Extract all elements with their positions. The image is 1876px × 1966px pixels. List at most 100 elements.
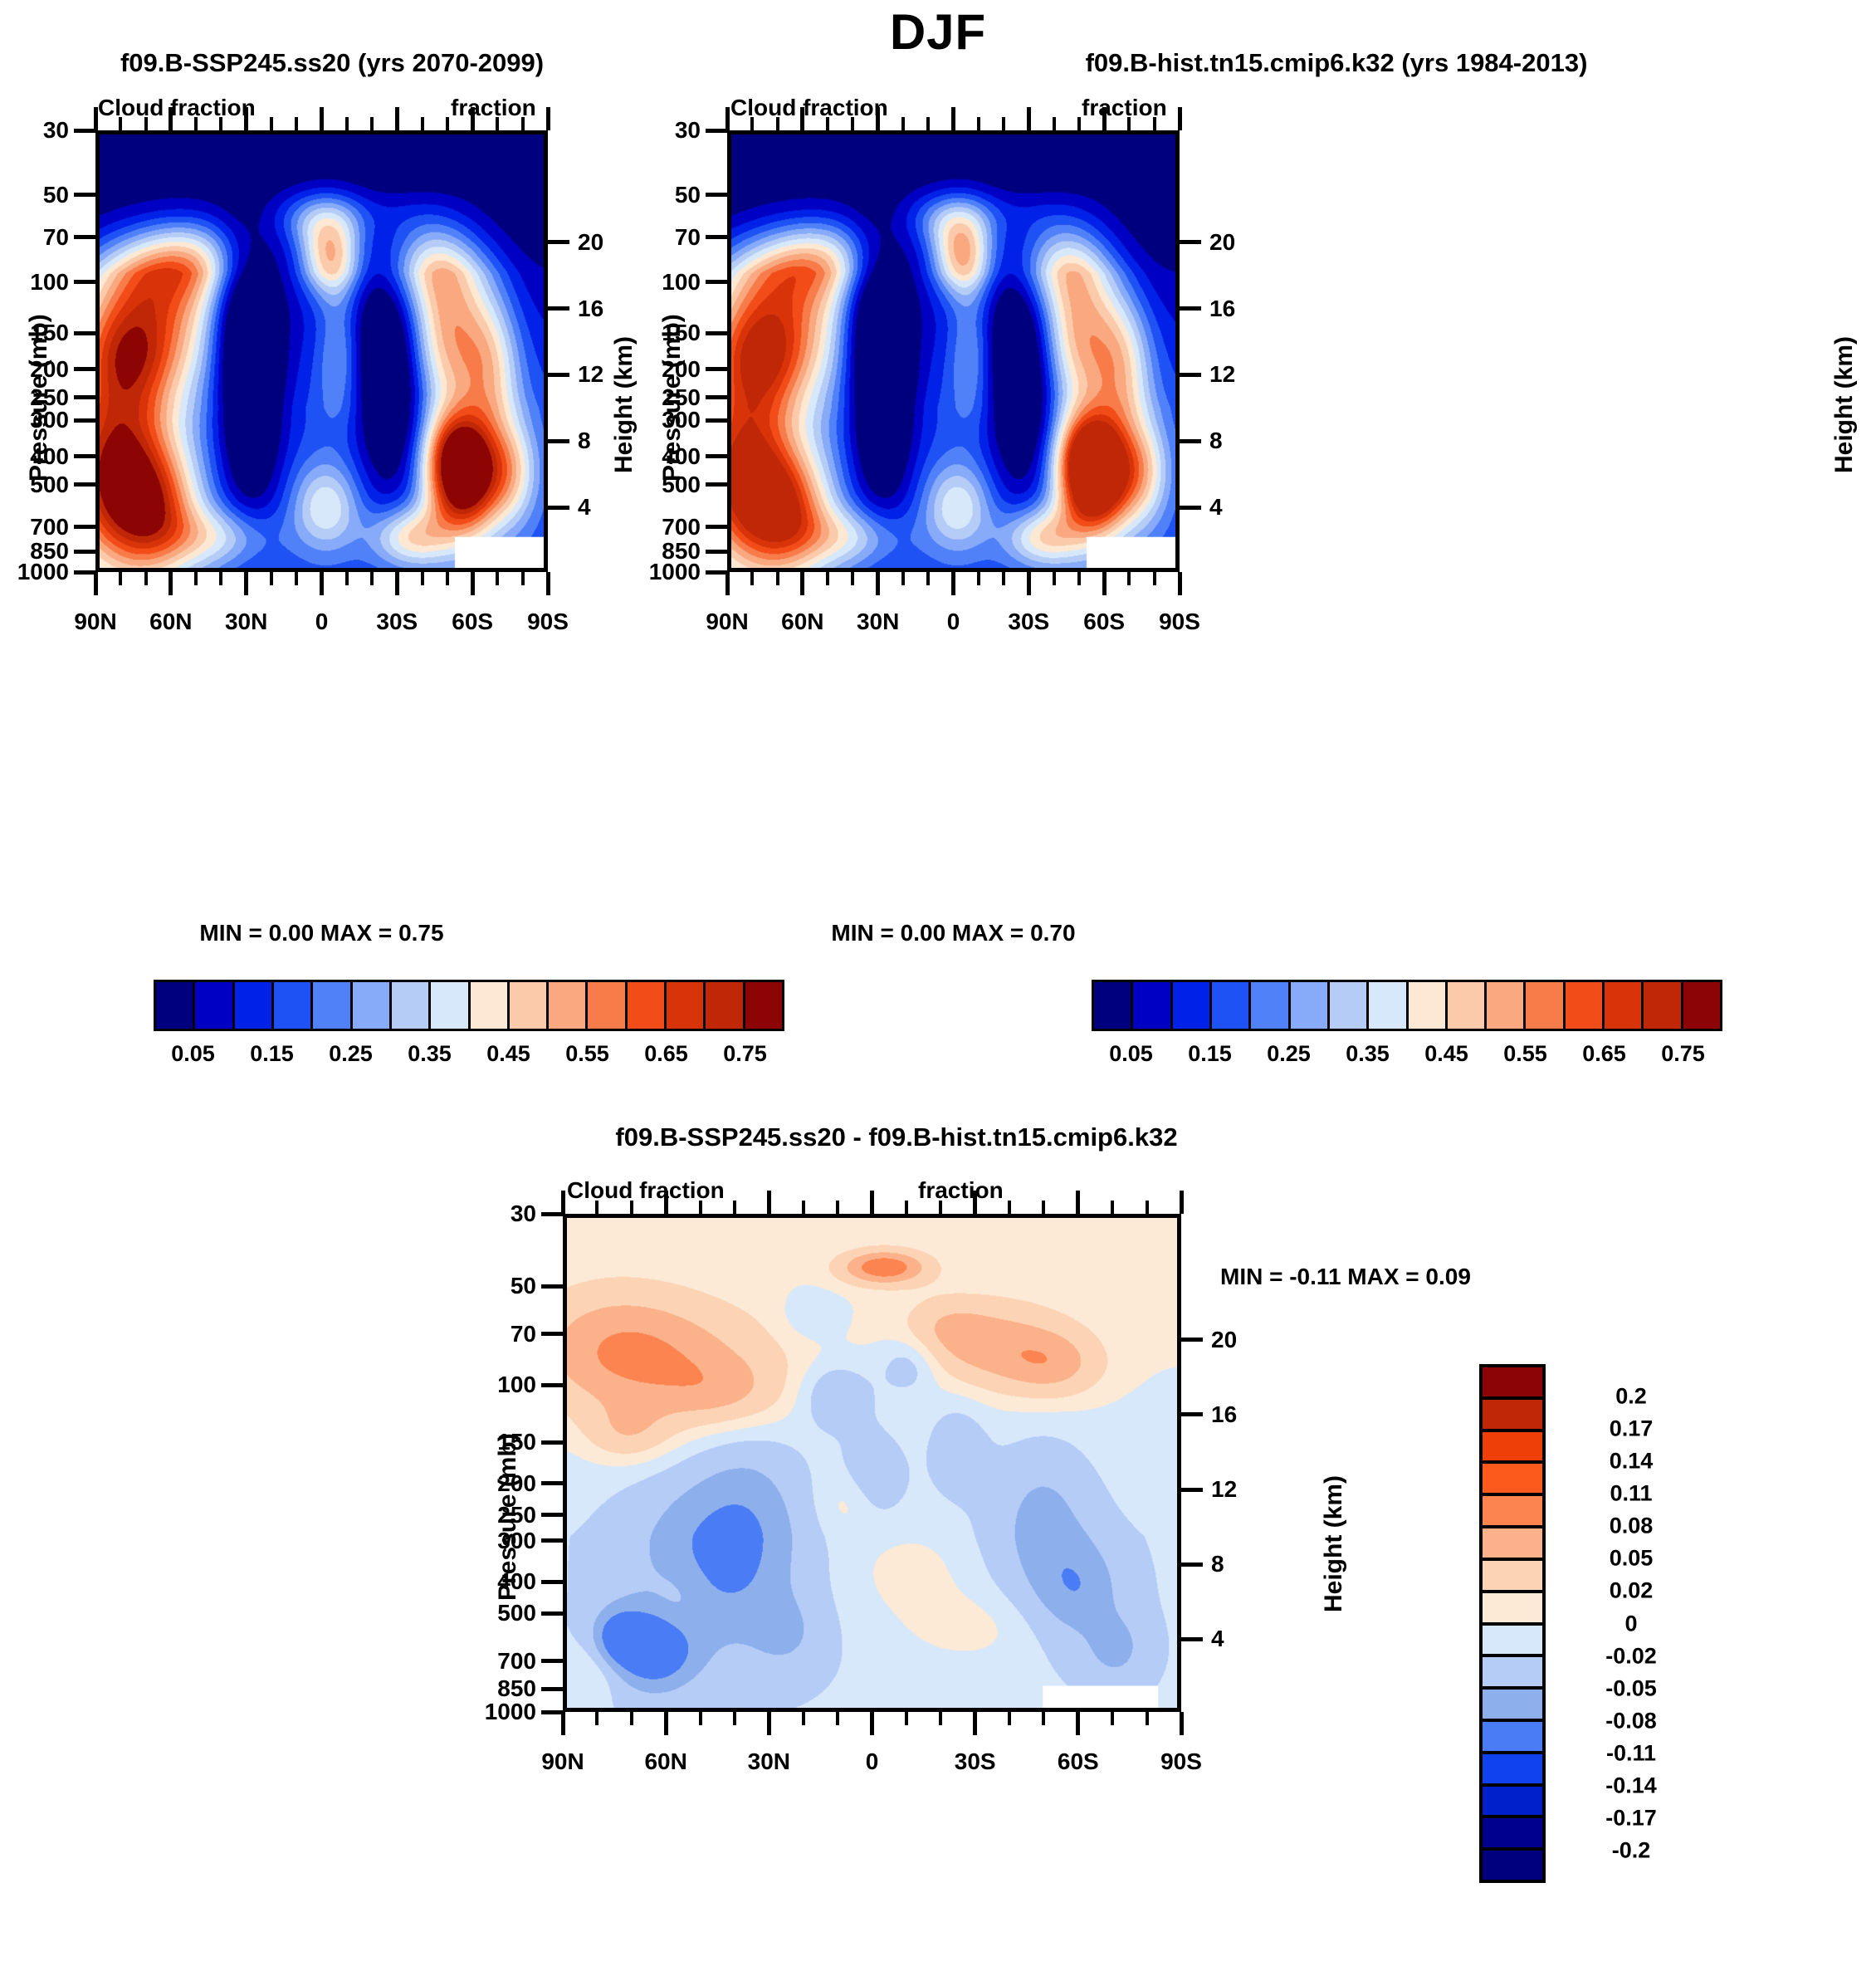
colorbar-swatch[interactable] [667, 982, 706, 1029]
colorbar-swatch[interactable] [313, 982, 353, 1029]
colorbar-swatch[interactable] [1483, 1399, 1542, 1432]
colorbar-tick-label: -0.14 [1605, 1773, 1657, 1798]
latitude-minor-tick-top [904, 1201, 908, 1214]
colorbar-swatch[interactable] [745, 982, 782, 1029]
latitude-minor-tick [976, 572, 980, 585]
colorbar-swatch[interactable] [1369, 982, 1409, 1029]
panel-top-right-plot-area[interactable] [727, 130, 1180, 572]
latitude-minor-tick [370, 572, 374, 585]
pressure-tick [706, 395, 727, 400]
colorbar-swatch[interactable] [1211, 982, 1252, 1029]
colorbar-swatch[interactable] [1683, 982, 1720, 1029]
latitude-minor-tick-top [119, 117, 123, 130]
latitude-minor-tick [926, 572, 931, 585]
latitude-minor-tick [901, 572, 905, 585]
colorbar-swatch[interactable] [470, 982, 510, 1029]
colorbar-swatch[interactable] [431, 982, 471, 1029]
panel-top-left-minmax: MIN = 0.00 MAX = 0.75 [199, 920, 444, 946]
latitude-minor-tick [836, 1712, 840, 1725]
panel-top-left-contour-field [100, 134, 544, 568]
colorbar-swatch[interactable] [627, 982, 667, 1029]
colorbar-swatch[interactable] [195, 982, 235, 1029]
panel-top-right-colorbar[interactable] [1092, 980, 1722, 1031]
latitude-tick-label: 60S [1057, 1748, 1099, 1774]
pressure-tick-label: 150 [662, 320, 701, 346]
colorbar-swatch[interactable] [1526, 982, 1566, 1029]
pressure-tick-label: 400 [497, 1568, 536, 1595]
colorbar-swatch[interactable] [1483, 1528, 1542, 1561]
colorbar-swatch[interactable] [1133, 982, 1173, 1029]
latitude-minor-tick [1145, 1712, 1149, 1725]
colorbar-swatch[interactable] [1483, 1753, 1542, 1787]
colorbar-swatch[interactable] [1487, 982, 1527, 1029]
colorbar-swatch[interactable] [391, 982, 432, 1029]
colorbar-swatch[interactable] [1483, 1818, 1542, 1851]
colorbar-swatch[interactable] [588, 982, 628, 1029]
colorbar-swatch[interactable] [1483, 1657, 1542, 1690]
panel-top-left-colorbar[interactable] [154, 980, 784, 1031]
pressure-tick-label: 50 [42, 181, 69, 208]
colorbar-swatch[interactable] [1605, 982, 1644, 1029]
colorbar-swatch[interactable] [234, 982, 274, 1029]
colorbar-swatch[interactable] [1483, 1851, 1542, 1880]
colorbar-tick-label: 0.75 [1661, 1041, 1705, 1066]
colorbar-swatch[interactable] [1483, 1431, 1542, 1465]
colorbar-swatch[interactable] [1172, 982, 1212, 1029]
pressure-tick [74, 570, 95, 575]
pressure-tick [74, 525, 95, 530]
latitude-tick [800, 572, 805, 595]
colorbar-swatch[interactable] [1290, 982, 1330, 1029]
latitude-tick [663, 1712, 668, 1735]
colorbar-tick-label: 0.05 [171, 1041, 215, 1066]
pressure-tick [706, 128, 727, 133]
colorbar-swatch[interactable] [1483, 1464, 1542, 1497]
colorbar-swatch[interactable] [1644, 982, 1683, 1029]
colorbar-swatch[interactable] [1408, 982, 1448, 1029]
colorbar-swatch[interactable] [273, 982, 314, 1029]
latitude-minor-tick-top [496, 117, 500, 130]
panel-bottom-diff-colorbar[interactable] [1479, 1364, 1546, 1883]
pressure-tick-label: 30 [42, 117, 69, 143]
latitude-minor-tick-top [1008, 1201, 1012, 1214]
colorbar-swatch[interactable] [1483, 1560, 1542, 1593]
colorbar-swatch[interactable] [1483, 1786, 1542, 1819]
height-tick-label: 20 [1211, 1326, 1238, 1352]
colorbar-swatch[interactable] [156, 982, 196, 1029]
colorbar-swatch[interactable] [549, 982, 589, 1029]
colorbar-swatch[interactable] [1329, 982, 1370, 1029]
colorbar-swatch[interactable] [1565, 982, 1605, 1029]
pressure-tick [706, 193, 727, 197]
colorbar-swatch[interactable] [509, 982, 550, 1029]
colorbar-swatch[interactable] [1483, 1496, 1542, 1529]
colorbar-tick-label: -0.17 [1605, 1805, 1657, 1831]
panel-top-left-plot-area[interactable] [95, 130, 548, 572]
pressure-tick-label: 700 [662, 513, 701, 540]
colorbar-swatch[interactable] [1483, 1592, 1542, 1626]
latitude-tick-top [470, 107, 475, 130]
pressure-tick [541, 1686, 563, 1691]
pressure-tick-label: 100 [497, 1372, 536, 1397]
colorbar-swatch[interactable] [1094, 982, 1134, 1029]
colorbar-swatch[interactable] [1251, 982, 1291, 1029]
latitude-tick [93, 572, 98, 595]
colorbar-swatch[interactable] [1483, 1367, 1542, 1400]
latitude-tick [320, 572, 324, 595]
colorbar-swatch[interactable] [1483, 1721, 1542, 1754]
latitude-minor-tick [496, 572, 500, 585]
colorbar-swatch[interactable] [1483, 1625, 1542, 1658]
latitude-minor-tick-top [901, 117, 905, 130]
colorbar-swatch[interactable] [706, 982, 745, 1029]
latitude-minor-tick [520, 572, 525, 585]
panel-bottom-diff-plot-area[interactable] [563, 1214, 1181, 1712]
colorbar-swatch[interactable] [352, 982, 392, 1029]
colorbar-swatch[interactable] [1483, 1690, 1542, 1722]
panel-top-right-title: f09.B-hist.tn15.cmip6.k32 (yrs 1984-2013… [1085, 48, 1588, 77]
pressure-tick-label: 850 [30, 538, 69, 565]
height-tick-label: 12 [1209, 361, 1236, 388]
latitude-tick-label: 30S [1008, 609, 1050, 634]
latitude-minor-tick-top [1077, 117, 1081, 130]
colorbar-swatch[interactable] [1447, 982, 1488, 1029]
